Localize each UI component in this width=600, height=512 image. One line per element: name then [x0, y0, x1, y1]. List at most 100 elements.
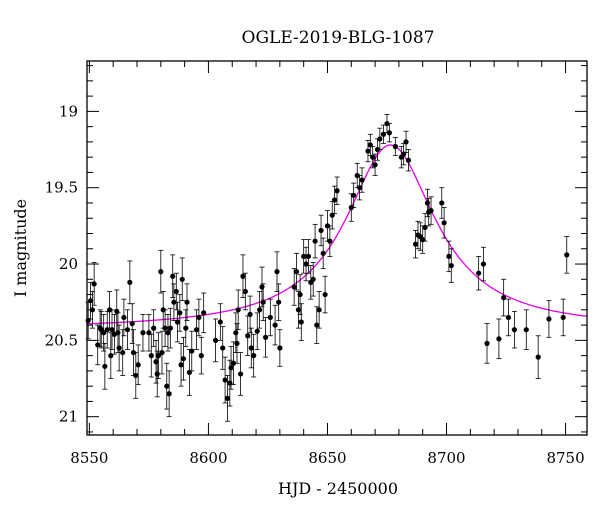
data-marker — [87, 298, 94, 304]
data-point — [108, 332, 114, 379]
data-marker — [201, 310, 207, 316]
data-point — [386, 123, 392, 143]
data-marker — [441, 220, 447, 226]
data-marker — [247, 311, 253, 318]
data-marker — [179, 276, 185, 282]
data-point — [439, 187, 445, 219]
data-point — [505, 298, 512, 337]
data-point — [560, 298, 566, 337]
data-point — [121, 298, 127, 337]
data-point — [114, 289, 120, 334]
data-point — [501, 278, 507, 317]
data-marker — [167, 325, 173, 331]
data-point — [170, 254, 176, 299]
y-tick-label: 19 — [59, 102, 78, 120]
y-tick-label: 21 — [59, 408, 78, 426]
data-point — [277, 329, 283, 367]
data-point — [162, 309, 168, 347]
data-point — [314, 306, 320, 344]
data-point — [129, 303, 135, 344]
data-point — [359, 167, 365, 193]
data-point — [316, 291, 322, 329]
data-marker — [196, 314, 202, 321]
data-marker — [310, 276, 316, 282]
data-marker — [171, 299, 177, 305]
data-marker — [259, 284, 265, 290]
data-point — [158, 249, 164, 294]
data-point — [237, 352, 244, 396]
data-point — [272, 304, 278, 346]
data-point — [101, 314, 107, 352]
data-point — [298, 303, 304, 341]
data-marker — [291, 284, 297, 290]
data-marker — [370, 154, 376, 160]
data-marker — [316, 307, 322, 313]
data-point — [372, 153, 378, 176]
data-point — [523, 309, 529, 350]
data-point — [151, 309, 157, 347]
data-marker — [233, 330, 239, 336]
data-marker — [245, 333, 251, 339]
data-marker — [428, 208, 434, 214]
data-point — [476, 255, 482, 291]
data-point — [180, 336, 187, 381]
data-point — [332, 185, 338, 215]
data-point — [91, 262, 97, 306]
data-marker — [260, 299, 266, 305]
data-marker — [305, 253, 312, 259]
data-point — [334, 176, 340, 205]
data-point — [135, 344, 141, 386]
data-marker — [129, 320, 135, 327]
data-point — [173, 272, 179, 311]
data-marker — [301, 253, 307, 259]
data-marker — [392, 143, 398, 150]
data-marker — [318, 227, 324, 234]
data-marker — [359, 177, 365, 183]
data-point — [291, 268, 297, 306]
data-point — [420, 225, 426, 254]
data-marker — [272, 322, 278, 328]
data-point — [392, 136, 398, 157]
data-point — [322, 275, 328, 314]
data-point — [166, 370, 172, 418]
data-marker — [91, 281, 97, 287]
data-marker — [496, 336, 502, 342]
data-marker — [212, 337, 219, 343]
data-point — [297, 274, 303, 315]
data-marker — [314, 322, 320, 328]
data-point — [148, 333, 154, 378]
data-marker — [298, 319, 304, 325]
data-marker — [523, 327, 529, 333]
data-point — [220, 326, 226, 370]
data-marker — [546, 316, 552, 322]
data-point — [198, 336, 204, 375]
data-point — [496, 318, 502, 360]
data-marker — [476, 270, 482, 276]
data-marker — [262, 334, 269, 340]
data-point — [127, 260, 133, 305]
data-marker — [511, 327, 517, 333]
data-marker — [424, 200, 431, 206]
data-marker — [377, 136, 383, 142]
data-point — [511, 310, 517, 349]
data-marker — [228, 365, 234, 371]
data-point — [245, 315, 251, 357]
data-marker — [120, 349, 126, 356]
data-marker — [505, 314, 512, 321]
data-point — [189, 330, 195, 372]
data-marker — [121, 314, 127, 321]
data-marker — [276, 299, 282, 305]
data-point — [222, 356, 228, 404]
data-point — [247, 295, 253, 334]
x-tick-label: 8750 — [546, 449, 584, 467]
data-point — [196, 298, 202, 337]
data-point — [484, 323, 490, 364]
model-curve — [86, 144, 588, 325]
data-marker — [159, 349, 165, 356]
data-point — [140, 314, 146, 352]
data-marker — [439, 200, 445, 206]
data-point — [164, 362, 170, 410]
data-marker — [277, 345, 283, 351]
data-point — [251, 333, 257, 378]
data-marker — [101, 330, 107, 336]
